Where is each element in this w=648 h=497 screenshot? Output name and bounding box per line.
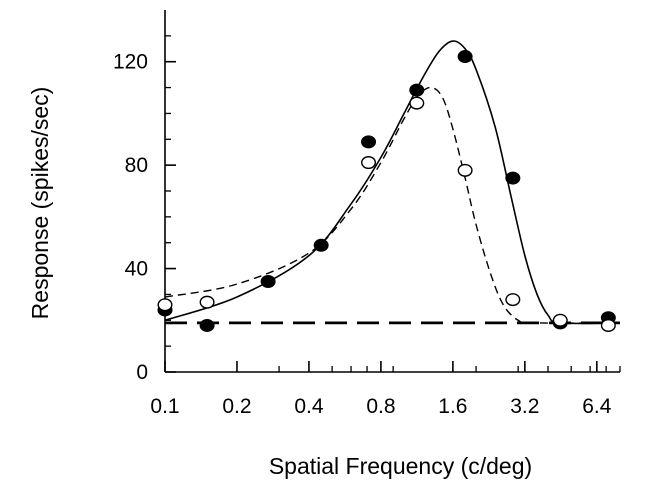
x-tick-label: 0.8 (366, 395, 395, 418)
filled-data-point (457, 50, 473, 64)
open-data-point (361, 156, 377, 170)
filled-data-point (199, 318, 215, 332)
open-data-point (457, 163, 473, 177)
open-data-point (409, 96, 425, 110)
open-data-point (157, 298, 173, 312)
filled-data-point (361, 135, 377, 149)
x-tick-label: 6.4 (582, 395, 612, 418)
open-data-point (505, 293, 521, 307)
x-tick-label: 0.1 (150, 395, 179, 418)
axes (164, 10, 621, 373)
dashed-fit-curve (164, 86, 621, 324)
y-tick-label: 40 (125, 258, 148, 281)
y-tick-label: 120 (113, 51, 148, 74)
open-data-point (199, 295, 215, 309)
filled-data-point (260, 275, 276, 288)
filled-data-point (505, 171, 521, 185)
x-tick-label: 0.4 (294, 395, 324, 418)
y-axis-title: Response (spikes/sec) (27, 87, 53, 320)
y-tick-label: 0 (136, 361, 148, 384)
data-points (157, 50, 616, 332)
solid-fit-curve (164, 40, 621, 325)
y-tick-label: 80 (125, 154, 148, 177)
x-tick-label: 0.2 (222, 395, 251, 418)
x-tick-label: 1.6 (438, 395, 467, 418)
filled-data-point (313, 238, 329, 252)
open-data-point (600, 318, 616, 332)
filled-data-point (409, 83, 425, 97)
fitted-curves (164, 40, 621, 325)
axis-labels: 0 40 80 120 0.1 0.2 0.4 0.8 1.6 3.2 6.4 Spatial Fre… (27, 51, 612, 479)
x-axis-title: Spatial Frequency (c/deg) (269, 453, 532, 479)
x-tick-label: 3.2 (510, 395, 539, 418)
open-data-point (552, 313, 568, 327)
